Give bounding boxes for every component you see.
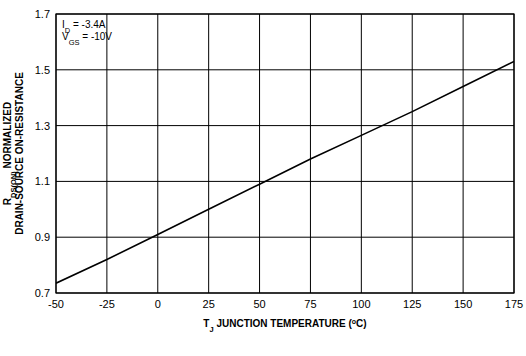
text-part: DRAIN-SOURCE ON-RESISTANCE — [14, 72, 25, 235]
plot-frame — [56, 14, 514, 293]
x-grid-line — [157, 14, 158, 293]
y-axis-label: DRAIN-SOURCE ON-RESISTANCE — [14, 72, 25, 235]
x-grid-line — [361, 14, 362, 293]
y-tick-label: 1.3 — [35, 120, 50, 132]
x-grid-line — [412, 14, 413, 293]
annotation: VGS = -10V — [62, 31, 112, 47]
text-part: JUNCTION TEMPERATURE ( — [214, 318, 353, 329]
y-tick-label: 1.5 — [35, 64, 50, 76]
x-tick-label: 100 — [352, 298, 370, 310]
x-tick-label: 150 — [454, 298, 472, 310]
x-axis-label: TJ JUNCTION TEMPERATURE (oC) — [203, 318, 366, 334]
y-tick-label: 0.9 — [35, 231, 50, 243]
x-grid-line — [106, 14, 107, 293]
y-grid-line — [56, 237, 514, 238]
x-grid-line — [259, 14, 260, 293]
y-grid-line — [56, 181, 514, 182]
y-tick-label: 1.1 — [35, 175, 50, 187]
x-grid-line — [208, 14, 209, 293]
x-tick-label: -25 — [99, 298, 115, 310]
text-part: = -10V — [80, 31, 113, 42]
text-part: NORMALIZED — [2, 102, 13, 171]
chart: -50 -25 0 25 50 75 100 125 150 175 0.7 0.9 1.1 1.3 1.5… — [0, 0, 526, 356]
text-part: GS — [69, 38, 80, 47]
x-tick-label: 125 — [403, 298, 421, 310]
y-grid-line — [56, 69, 514, 70]
y-grid-line — [56, 125, 514, 126]
plot-marks — [56, 61, 514, 283]
y-tick-label: 1.7 — [35, 8, 50, 20]
x-tick-label: 50 — [253, 298, 265, 310]
plot-bg — [56, 14, 514, 293]
x-tick-label: 0 — [155, 298, 161, 310]
x-tick-label: -50 — [48, 298, 64, 310]
y-tick-label: 0.7 — [35, 287, 50, 299]
x-tick-label: 25 — [203, 298, 215, 310]
x-tick-label: 175 — [505, 298, 523, 310]
text-part: C) — [356, 318, 367, 329]
x-grid-line — [310, 14, 311, 293]
text-part: = -3.4A — [70, 19, 106, 30]
series-line — [56, 61, 514, 283]
x-grid-line — [463, 14, 464, 293]
x-tick-label: 75 — [304, 298, 316, 310]
